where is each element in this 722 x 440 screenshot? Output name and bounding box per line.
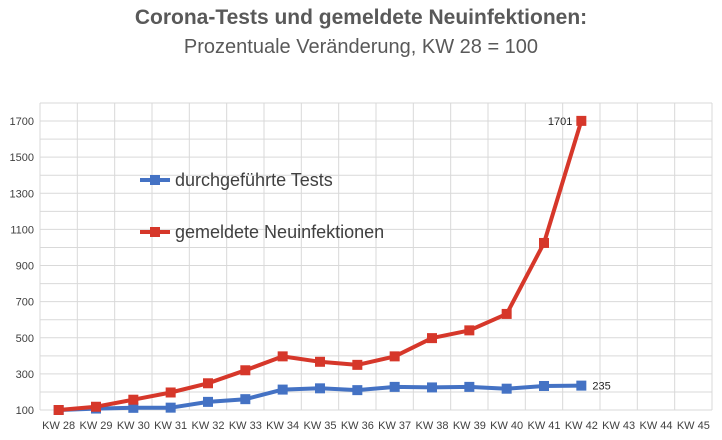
- data-point: [539, 380, 549, 391]
- data-point: [539, 237, 549, 248]
- axes: 100 300 500 700 900 1100 1300 1500 1700 KW 28 KW 2…: [10, 116, 710, 432]
- data-point: [427, 382, 437, 393]
- x-tick-label: KW 30: [117, 420, 150, 432]
- data-point: [277, 351, 288, 362]
- data-point: [128, 394, 139, 405]
- x-tick-label: KW 38: [415, 420, 448, 432]
- y-tick-label: 300: [16, 369, 34, 381]
- x-tick-label: KW 32: [191, 420, 224, 432]
- data-point: [352, 385, 363, 396]
- x-tick-label: KW 34: [266, 420, 299, 432]
- y-tick-label: 100: [16, 405, 34, 417]
- data-point: [576, 115, 587, 126]
- y-tick-label: 900: [16, 261, 34, 273]
- data-point: [277, 384, 288, 395]
- legend-swatch-marker: [150, 175, 160, 185]
- x-tick-label: KW 33: [229, 420, 262, 432]
- data-point: [427, 333, 437, 344]
- data-point: [203, 396, 213, 407]
- data-point: [464, 325, 475, 336]
- legend-entry-label: gemeldete Neuinfektionen: [175, 222, 384, 242]
- x-tick-label: KW 43: [602, 420, 635, 432]
- x-tick-label: KW 42: [565, 420, 598, 432]
- grid: [39, 102, 713, 411]
- legend-swatch-marker: [150, 227, 160, 237]
- data-point: [165, 387, 176, 398]
- series: [53, 115, 587, 415]
- data-point: [464, 381, 475, 392]
- data-point: [389, 381, 400, 392]
- data-point: [315, 383, 325, 394]
- x-tick-label: KW 37: [378, 420, 411, 432]
- data-point: [165, 402, 176, 413]
- data-labels: 1701 235: [548, 116, 611, 393]
- data-point: [128, 402, 139, 413]
- y-tick-label: 1500: [10, 152, 34, 164]
- chart-title: Corona-Tests und gemeldete Neuinfektione…: [134, 6, 588, 29]
- data-point: [352, 359, 363, 370]
- data-label: 235: [592, 381, 610, 393]
- data-point: [53, 405, 64, 415]
- x-tick-label: KW 44: [639, 420, 672, 432]
- data-label: 1701: [548, 116, 572, 128]
- y-tick-label: 1300: [10, 188, 34, 200]
- y-tick-label: 1100: [10, 224, 34, 236]
- legend-entry-label: durchgeführte Tests: [175, 170, 333, 190]
- data-point: [91, 401, 101, 412]
- x-tick-label: KW 28: [42, 420, 75, 432]
- data-point: [240, 394, 251, 405]
- y-tick-label: 500: [16, 333, 34, 345]
- data-point: [240, 365, 251, 376]
- data-point: [501, 308, 512, 319]
- y-tick-label: 700: [16, 297, 34, 309]
- x-tick-label: KW 36: [341, 420, 374, 432]
- y-tick-label: 1700: [10, 116, 34, 128]
- data-point: [315, 356, 325, 367]
- data-point: [203, 378, 213, 389]
- data-point: [576, 380, 587, 391]
- data-point: [389, 351, 400, 362]
- x-tick-label: KW 39: [453, 420, 486, 432]
- x-tick-label: KW 31: [154, 420, 187, 432]
- x-tick-label: KW 29: [79, 420, 112, 432]
- chart-subtitle: Prozentuale Veränderung, KW 28 = 100: [183, 36, 539, 58]
- x-tick-label: KW 40: [490, 420, 523, 432]
- legend: durchgeführte Tests gemeldete Neuinfektio…: [140, 170, 384, 242]
- x-tick-label: KW 45: [677, 420, 710, 432]
- data-point: [501, 383, 512, 394]
- x-tick-label: KW 41: [527, 420, 560, 432]
- x-tick-label: KW 35: [303, 420, 336, 432]
